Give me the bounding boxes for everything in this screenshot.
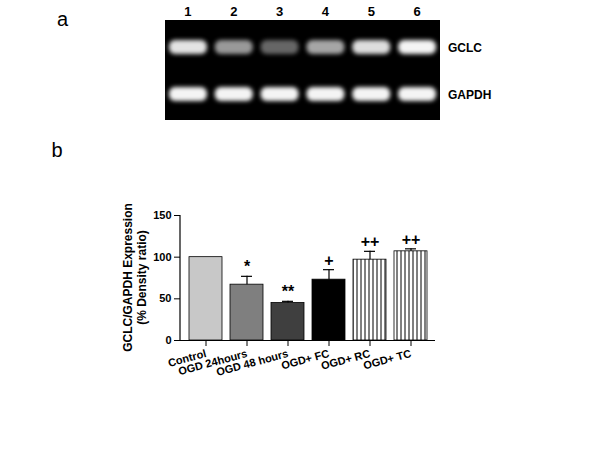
svg-text:50: 50 — [159, 292, 171, 304]
svg-text:b: b — [51, 139, 62, 161]
svg-text:OGD+ TC: OGD+ TC — [362, 347, 413, 371]
svg-text:OGD 24hours: OGD 24hours — [176, 347, 249, 377]
svg-text:*: * — [244, 258, 251, 275]
svg-text:**: ** — [282, 283, 295, 300]
svg-text:150: 150 — [153, 209, 171, 221]
svg-text:OGD+ RC: OGD+ RC — [319, 347, 372, 372]
svg-text:GCLC/GAPDH Expression(% Densit: GCLC/GAPDH Expression(% Density ratio) — [121, 203, 149, 352]
svg-text:a: a — [57, 8, 69, 30]
svg-text:+: + — [324, 252, 333, 269]
svg-text:GAPDH: GAPDH — [448, 88, 491, 102]
svg-text:0: 0 — [165, 334, 171, 346]
svg-text:GCLC: GCLC — [448, 41, 482, 55]
svg-text:1: 1 — [184, 4, 191, 19]
svg-text:4: 4 — [322, 4, 330, 19]
svg-text:++: ++ — [402, 231, 421, 248]
svg-text:Control: Control — [166, 347, 208, 369]
svg-text:6: 6 — [413, 4, 420, 19]
svg-text:OGD 48 hours: OGD 48 hours — [215, 347, 290, 378]
svg-text:5: 5 — [368, 4, 375, 19]
svg-text:3: 3 — [276, 4, 283, 19]
svg-text:100: 100 — [153, 251, 171, 263]
svg-text:OGD+ FC: OGD+ FC — [279, 347, 331, 372]
svg-text:++: ++ — [361, 233, 380, 250]
svg-text:2: 2 — [230, 4, 237, 19]
